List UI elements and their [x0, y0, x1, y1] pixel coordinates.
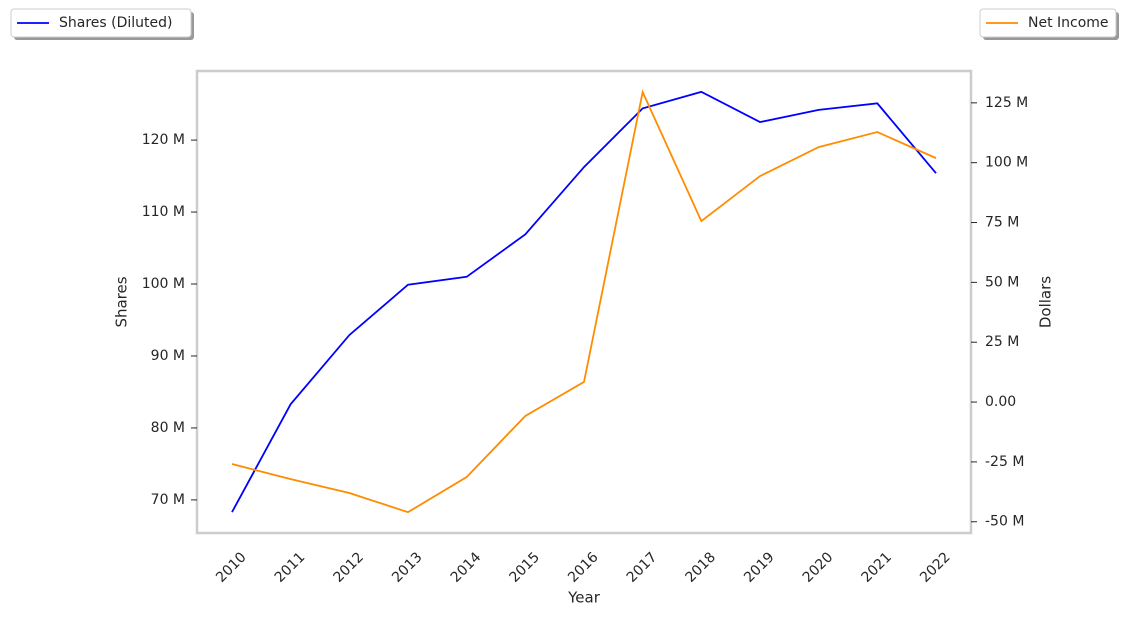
- legend-box: [979, 8, 1117, 38]
- x-axis-label: Year: [567, 589, 601, 607]
- x-tick-label: 2022: [917, 549, 954, 586]
- plot-frame: [195, 69, 973, 535]
- x-tick-label: 2020: [800, 549, 837, 586]
- y2-tick-label: 25 M: [985, 334, 1019, 350]
- series-line: [231, 89, 937, 514]
- x-tick-label: 2016: [565, 549, 602, 586]
- series-line: [231, 90, 937, 513]
- y2-tick-label: -25 M: [985, 454, 1024, 470]
- y-tick-label: 70 M: [151, 492, 185, 508]
- y-tick-label: 100 M: [142, 276, 185, 292]
- y2-tick-label: 100 M: [985, 155, 1028, 171]
- x-tick-label: 2021: [858, 549, 895, 586]
- x-tick-label: 2017: [624, 549, 661, 586]
- x-tick-label: 2019: [741, 549, 778, 586]
- y2-tick-label: 0.00: [985, 394, 1016, 410]
- x-tick-label: 2015: [506, 549, 543, 586]
- x-tick-label: 2013: [389, 549, 426, 586]
- y2-tick-label: 75 M: [985, 215, 1019, 231]
- y-tick-label: 120 M: [142, 132, 185, 148]
- x-tick-label: 2011: [272, 549, 309, 586]
- x-tick-label: 2018: [682, 549, 719, 586]
- x-tick-label: 2010: [213, 549, 250, 586]
- x-tick-label: 2012: [330, 549, 367, 586]
- y-tick-label: 90 M: [151, 348, 185, 364]
- legend-label: Net Income: [1028, 15, 1109, 31]
- y2-tick-label: 50 M: [985, 274, 1019, 290]
- y2-tick-label: -50 M: [985, 514, 1024, 530]
- y-tick-label: 110 M: [142, 204, 185, 220]
- legend-box: [10, 8, 192, 38]
- y2-axis-label: Dollars: [1037, 276, 1055, 328]
- y2-tick-label: 125 M: [985, 95, 1028, 111]
- x-tick-label: 2014: [448, 549, 485, 586]
- legend-label: Shares (Diluted): [59, 15, 173, 31]
- y-tick-label: 80 M: [151, 420, 185, 436]
- y-axis-label: Shares: [113, 276, 131, 327]
